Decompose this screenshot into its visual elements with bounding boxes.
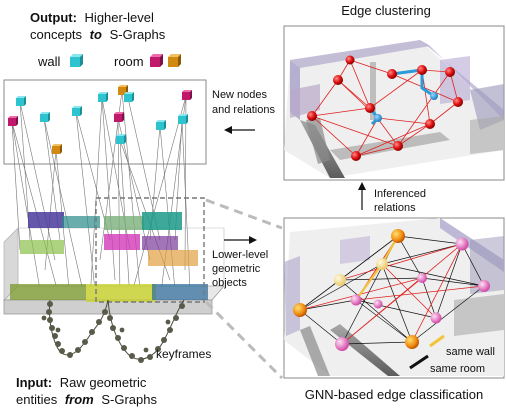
output-title-rest: Higher-level xyxy=(85,10,154,25)
wall-node xyxy=(156,120,166,130)
output-box xyxy=(3,79,207,165)
output-title-italic: to xyxy=(90,27,102,42)
cluster-nodes xyxy=(307,55,463,161)
wall-node xyxy=(124,92,134,102)
room-node xyxy=(182,90,192,100)
inferenced-label: Inferenced relations xyxy=(374,188,426,214)
input-title-italic: from xyxy=(65,392,94,407)
selection-region xyxy=(95,197,205,303)
wall-node xyxy=(72,106,82,116)
room-node xyxy=(52,144,62,154)
output-title-post: S-Graphs xyxy=(110,27,166,42)
svg-text:relations: relations xyxy=(374,202,416,214)
edge-legend: same wall same room xyxy=(409,334,495,375)
edge-clustering-title: Edge clustering xyxy=(341,3,431,18)
raw-scene xyxy=(3,197,225,315)
input-title-pre: entities xyxy=(16,392,58,407)
svg-text:Output: Higher-level: Output: Higher-level xyxy=(30,10,154,25)
output-title-pre: concepts xyxy=(30,27,83,42)
room-alt-cube-icon xyxy=(168,54,181,67)
new-nodes-arrow xyxy=(224,126,255,134)
inferenced-arrow xyxy=(358,182,366,210)
input-title-bold: Input: xyxy=(16,375,52,390)
zoom-lines xyxy=(204,198,284,380)
svg-text:entities from S-Gr: entities from S-Graphs xyxy=(16,392,157,407)
legend-wall-label: wall xyxy=(37,54,61,69)
output-title: Output: Higher-level concepts to S-Graph… xyxy=(30,10,166,42)
svg-text:Lower-level: Lower-level xyxy=(212,249,268,261)
wall-node xyxy=(178,114,188,124)
legend-room-label: room xyxy=(114,54,144,69)
svg-text:geometric: geometric xyxy=(212,263,261,275)
svg-text:and relations: and relations xyxy=(212,104,275,116)
svg-text:concepts to S-Grap: concepts to S-Graphs xyxy=(30,27,166,42)
svg-text:New nodes: New nodes xyxy=(212,89,268,101)
svg-text:objects: objects xyxy=(212,277,247,289)
input-title-rest: Raw geometric xyxy=(60,375,147,390)
wall-node xyxy=(116,134,126,144)
same-wall-label: same wall xyxy=(446,346,495,358)
room-node xyxy=(8,116,18,126)
lower-level-label: Lower-level geometric objects xyxy=(212,249,268,289)
gnn-nodes xyxy=(293,229,490,351)
wall-node xyxy=(16,96,26,106)
keyframes-label: keyframes xyxy=(156,347,211,361)
room-node xyxy=(114,112,124,122)
output-title-bold: Output: xyxy=(30,10,77,25)
svg-text:Inferenced: Inferenced xyxy=(374,188,426,200)
high-level-nodes xyxy=(8,85,192,154)
wall-node xyxy=(40,112,50,122)
same-room-label: same room xyxy=(430,363,485,375)
gnn-scene xyxy=(284,218,504,376)
same-wall-swatch xyxy=(429,334,445,348)
keyframe-trajectory xyxy=(41,299,185,363)
node-legend: wall room xyxy=(37,54,181,69)
svg-text:Input: Raw geometric: Input: Raw geometric xyxy=(16,375,147,390)
gnn-edges-dark xyxy=(299,235,485,345)
room-cube-icon xyxy=(150,54,163,67)
input-title-post: S-Graphs xyxy=(101,392,157,407)
new-nodes-label: New nodes and relations xyxy=(212,89,275,116)
wall-cube-icon xyxy=(70,54,83,67)
wall-node xyxy=(98,92,108,102)
gnn-title: GNN-based edge classification xyxy=(305,387,483,402)
input-title: Input: Raw geometric entities from S-Gra… xyxy=(16,375,157,407)
same-room-swatch xyxy=(409,354,429,370)
lower-level-arrow xyxy=(224,236,257,244)
